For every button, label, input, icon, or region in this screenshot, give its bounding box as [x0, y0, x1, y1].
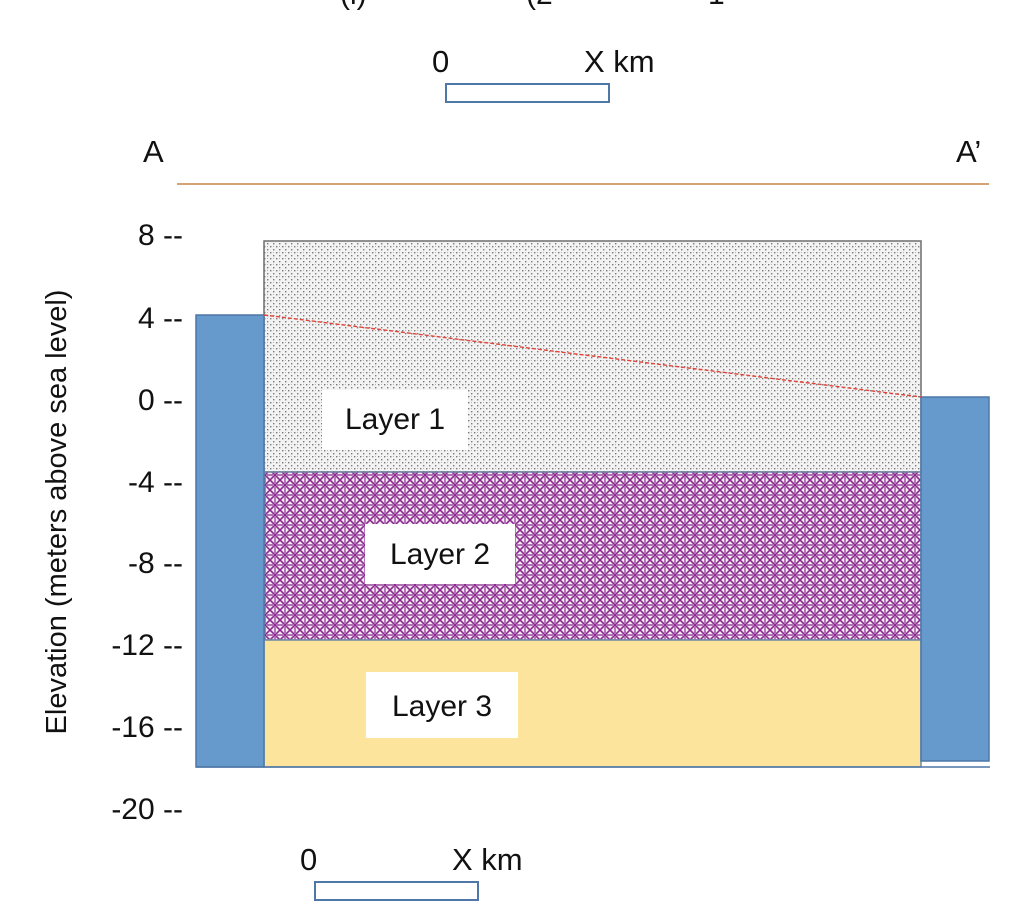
y-axis-title: Elevation (meters above sea level) — [41, 290, 73, 735]
y-tick-label: -8 -- — [128, 547, 183, 580]
water-table-line — [263, 314, 922, 398]
y-tick-label: 0 -- — [138, 384, 183, 417]
y-tick-label: -16 -- — [111, 711, 183, 744]
scale-bar-bottom-rect — [314, 881, 479, 901]
layer-3-label: Layer 3 — [392, 690, 492, 723]
layer-3-region — [263, 639, 922, 768]
y-tick-label: 8 -- — [138, 219, 183, 252]
layer-1-label-box: Layer 1 — [322, 390, 468, 450]
layer-2-label: Layer 2 — [390, 538, 490, 571]
section-label-a-prime: A’ — [956, 134, 981, 169]
scale-bar-top-rect — [445, 83, 610, 103]
y-tick-label: -12 -- — [111, 629, 183, 662]
scale-bar-top-zero: 0 — [432, 44, 449, 79]
top-cropped-text: (i) (2 1 — [340, 0, 725, 11]
layer-3-label-box: Layer 3 — [366, 672, 518, 738]
cropped-glyph-3: 1 — [708, 0, 725, 11]
cropped-glyph-2: (2 — [526, 0, 553, 11]
layer-2-label-box: Layer 2 — [365, 524, 515, 584]
layer-1-label: Layer 1 — [345, 403, 445, 436]
y-axis-ticks: 8 -- 4 -- 0 -- -4 -- -8 -- -12 -- -16 --… — [111, 219, 183, 826]
cropped-glyph-1: (i) — [340, 0, 367, 11]
section-label-a: A — [143, 134, 164, 169]
right-water-column — [920, 396, 990, 762]
scale-bar-bottom-end: X km — [452, 842, 523, 877]
scale-bar-top: 0 X km — [432, 44, 655, 103]
scale-bar-bottom: 0 X km — [300, 842, 523, 901]
scale-bar-top-end: X km — [584, 44, 655, 79]
y-tick-label: -4 -- — [128, 466, 183, 499]
scale-bar-bottom-zero: 0 — [300, 842, 317, 877]
left-water-column — [195, 314, 265, 768]
layer-2-region — [263, 471, 922, 641]
y-tick-label: 4 -- — [138, 302, 183, 335]
y-tick-label: -20 -- — [111, 793, 183, 826]
